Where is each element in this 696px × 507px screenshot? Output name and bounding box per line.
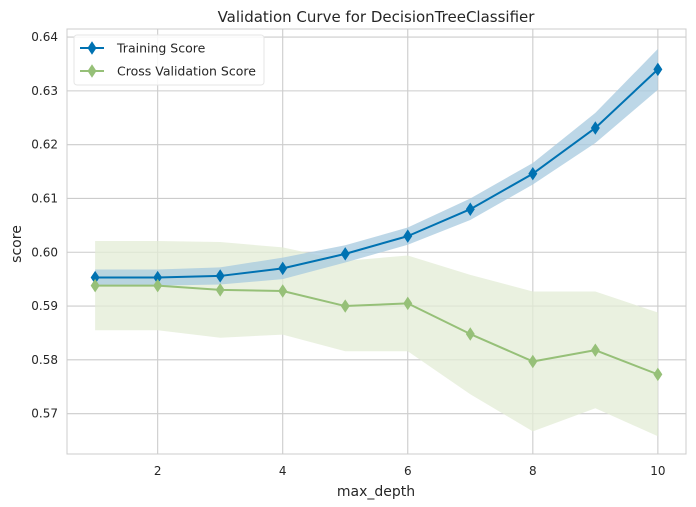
series-markers [90, 62, 663, 382]
series-lines [95, 68, 659, 376]
cross-validation-score-marker [215, 283, 225, 297]
training-score-marker [340, 247, 350, 261]
cross-validation-score-legend-marker [87, 64, 97, 78]
cross-validation-score-marker [528, 354, 538, 369]
training-score-marker [590, 121, 600, 135]
y-tick-label: 0.63 [31, 84, 58, 98]
x-tick-label: 4 [279, 464, 287, 478]
training-score-marker [465, 202, 475, 216]
cross-validation-score-marker [278, 284, 288, 298]
y-tick-label: 0.60 [31, 245, 58, 259]
y-axis-label: score [9, 225, 25, 263]
cross-validation-score-marker [340, 299, 350, 313]
cross-validation-score-marker [465, 327, 475, 341]
y-tick-label: 0.59 [31, 299, 58, 313]
x-axis-label: max_depth [337, 484, 415, 500]
training-score-band [95, 48, 658, 286]
training-score-marker [528, 166, 538, 181]
chart-title: Validation Curve for DecisionTreeClassif… [218, 8, 536, 26]
training-score-marker [403, 229, 413, 243]
y-tick-label: 0.61 [31, 191, 58, 205]
cross-validation-score-marker [403, 296, 413, 311]
cross-validation-score-marker [153, 278, 163, 293]
legend-label: Training Score [116, 41, 206, 56]
legend: Training Score Cross Validation Score [73, 34, 265, 86]
training-score-marker [278, 261, 288, 276]
y-tick-labels: 0.57 0.58 0.59 0.60 0.61 0.62 0.63 0.64 [31, 30, 58, 421]
y-tick-label: 0.58 [31, 353, 58, 367]
y-tick-label: 0.62 [31, 138, 58, 152]
x-tick-labels: 2 4 6 8 10 [154, 464, 666, 478]
y-tick-label: 0.64 [31, 30, 58, 44]
x-tick-label: 8 [529, 464, 537, 478]
cross-validation-score-marker [590, 343, 600, 357]
legend-box [73, 34, 265, 86]
cross-validation-score-marker [653, 367, 663, 382]
training-score-legend-marker [87, 41, 97, 55]
x-tick-label: 2 [154, 464, 162, 478]
legend-label: Cross Validation Score [117, 64, 256, 79]
training-score-line [95, 68, 659, 279]
x-tick-label: 6 [404, 464, 412, 478]
cross-validation-score-line [95, 284, 659, 376]
cross-validation-score-marker [90, 278, 100, 293]
training-score-marker [653, 62, 663, 77]
y-tick-label: 0.57 [31, 407, 58, 421]
x-tick-label: 10 [650, 464, 665, 478]
training-score-marker [215, 269, 225, 283]
